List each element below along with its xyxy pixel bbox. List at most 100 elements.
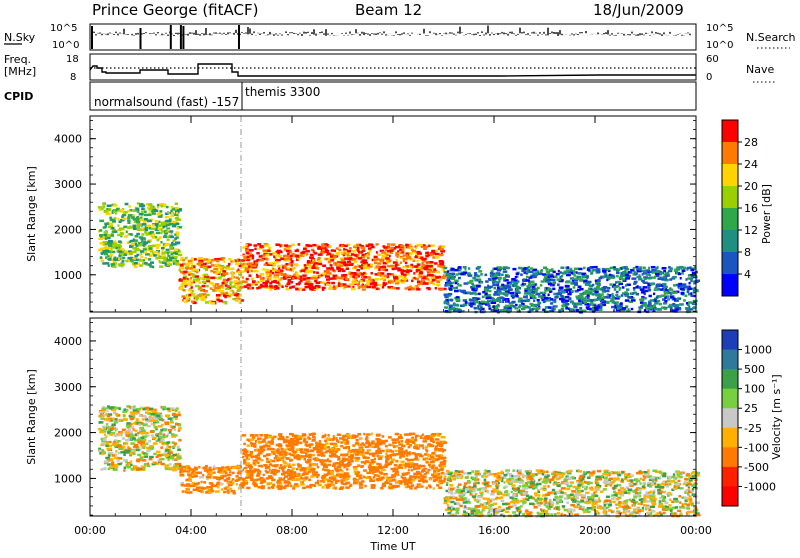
- data-cell: [302, 274, 307, 277]
- data-cell: [692, 272, 696, 275]
- data-cell: [425, 246, 428, 249]
- data-cell: [580, 279, 583, 282]
- data-cell: [167, 236, 170, 239]
- data-cell: [515, 290, 520, 293]
- data-cell: [253, 244, 257, 247]
- data-cell: [249, 287, 252, 290]
- data-cell: [175, 410, 177, 413]
- data-cell: [108, 208, 111, 211]
- data-cell: [295, 440, 299, 443]
- data-cell: [286, 457, 288, 460]
- data-cell: [416, 288, 420, 291]
- data-cell: [142, 262, 144, 265]
- data-cell: [109, 223, 113, 226]
- data-cell: [448, 293, 452, 296]
- data-cell: [130, 417, 135, 420]
- data-cell: [639, 266, 642, 269]
- data-cell: [116, 468, 118, 471]
- data-cell: [325, 275, 330, 278]
- data-cell: [383, 282, 386, 285]
- data-cell: [106, 419, 109, 422]
- data-cell: [269, 277, 273, 280]
- data-cell: [618, 268, 620, 271]
- data-cell: [336, 247, 339, 250]
- data-cell: [383, 473, 388, 476]
- data-cell: [223, 491, 227, 494]
- data-cell: [613, 284, 616, 287]
- data-cell: [551, 308, 554, 311]
- data-cell: [260, 245, 265, 248]
- data-cell: [478, 270, 482, 273]
- data-cell: [165, 449, 169, 452]
- data-cell: [306, 253, 308, 256]
- data-cell: [547, 288, 552, 291]
- data-cell: [156, 232, 161, 235]
- data-cell: [375, 243, 378, 246]
- data-cell: [153, 236, 156, 239]
- data-cell: [150, 261, 154, 264]
- data-cell: [269, 274, 272, 277]
- data-cell: [413, 277, 415, 280]
- data-cell: [561, 275, 564, 278]
- data-cell: [283, 451, 286, 454]
- data-cell: [259, 259, 264, 262]
- data-cell: [262, 282, 266, 285]
- data-cell: [438, 487, 442, 490]
- data-cell: [425, 461, 428, 464]
- data-cell: [612, 300, 614, 303]
- data-cell: [363, 272, 366, 275]
- data-cell: [341, 274, 346, 277]
- data-cell: [163, 258, 167, 261]
- data-cell: [330, 255, 333, 258]
- data-cell: [195, 297, 200, 300]
- data-cell: [258, 286, 261, 289]
- data-cell: [576, 276, 580, 279]
- data-cell: [248, 265, 250, 268]
- data-cell: [182, 299, 184, 302]
- data-cell: [202, 281, 207, 284]
- data-cell: [538, 295, 543, 298]
- data-cell: [105, 436, 107, 439]
- data-cell: [189, 284, 193, 287]
- data-cell: [276, 281, 280, 284]
- data-cell: [402, 269, 404, 272]
- data-cell: [437, 265, 440, 268]
- data-cell: [341, 252, 344, 255]
- data-cell: [682, 270, 686, 273]
- data-cell: [327, 244, 329, 247]
- data-cell: [343, 248, 345, 251]
- data-cell: [171, 212, 174, 215]
- data-cell: [234, 280, 237, 283]
- data-cell: [258, 465, 262, 468]
- data-cell: [252, 455, 256, 458]
- data-cell: [215, 490, 220, 493]
- data-cell: [670, 293, 673, 296]
- data-cell: [202, 289, 204, 292]
- data-cell: [180, 474, 185, 477]
- data-cell: [265, 470, 268, 473]
- data-cell: [274, 269, 276, 272]
- data-cell: [221, 466, 224, 469]
- data-cell: [235, 262, 240, 265]
- data-cell: [301, 270, 305, 273]
- data-cell: [268, 487, 271, 490]
- data-cell: [681, 272, 684, 275]
- data-cell: [277, 456, 282, 459]
- data-cell: [238, 273, 242, 276]
- data-cell: [107, 237, 110, 240]
- data-cell: [388, 436, 392, 439]
- data-cell: [372, 454, 376, 457]
- data-cell: [410, 266, 412, 269]
- data-cell: [392, 268, 395, 271]
- data-cell: [248, 244, 252, 247]
- data-cell: [649, 295, 652, 298]
- data-cell: [285, 275, 289, 278]
- data-cell: [474, 287, 478, 290]
- data-cell: [385, 461, 388, 464]
- data-cell: [695, 280, 699, 283]
- data-cell: [223, 272, 228, 275]
- data-cell: [134, 262, 138, 265]
- data-cell: [217, 486, 219, 489]
- data-cell: [452, 282, 454, 285]
- data-cell: [230, 488, 233, 491]
